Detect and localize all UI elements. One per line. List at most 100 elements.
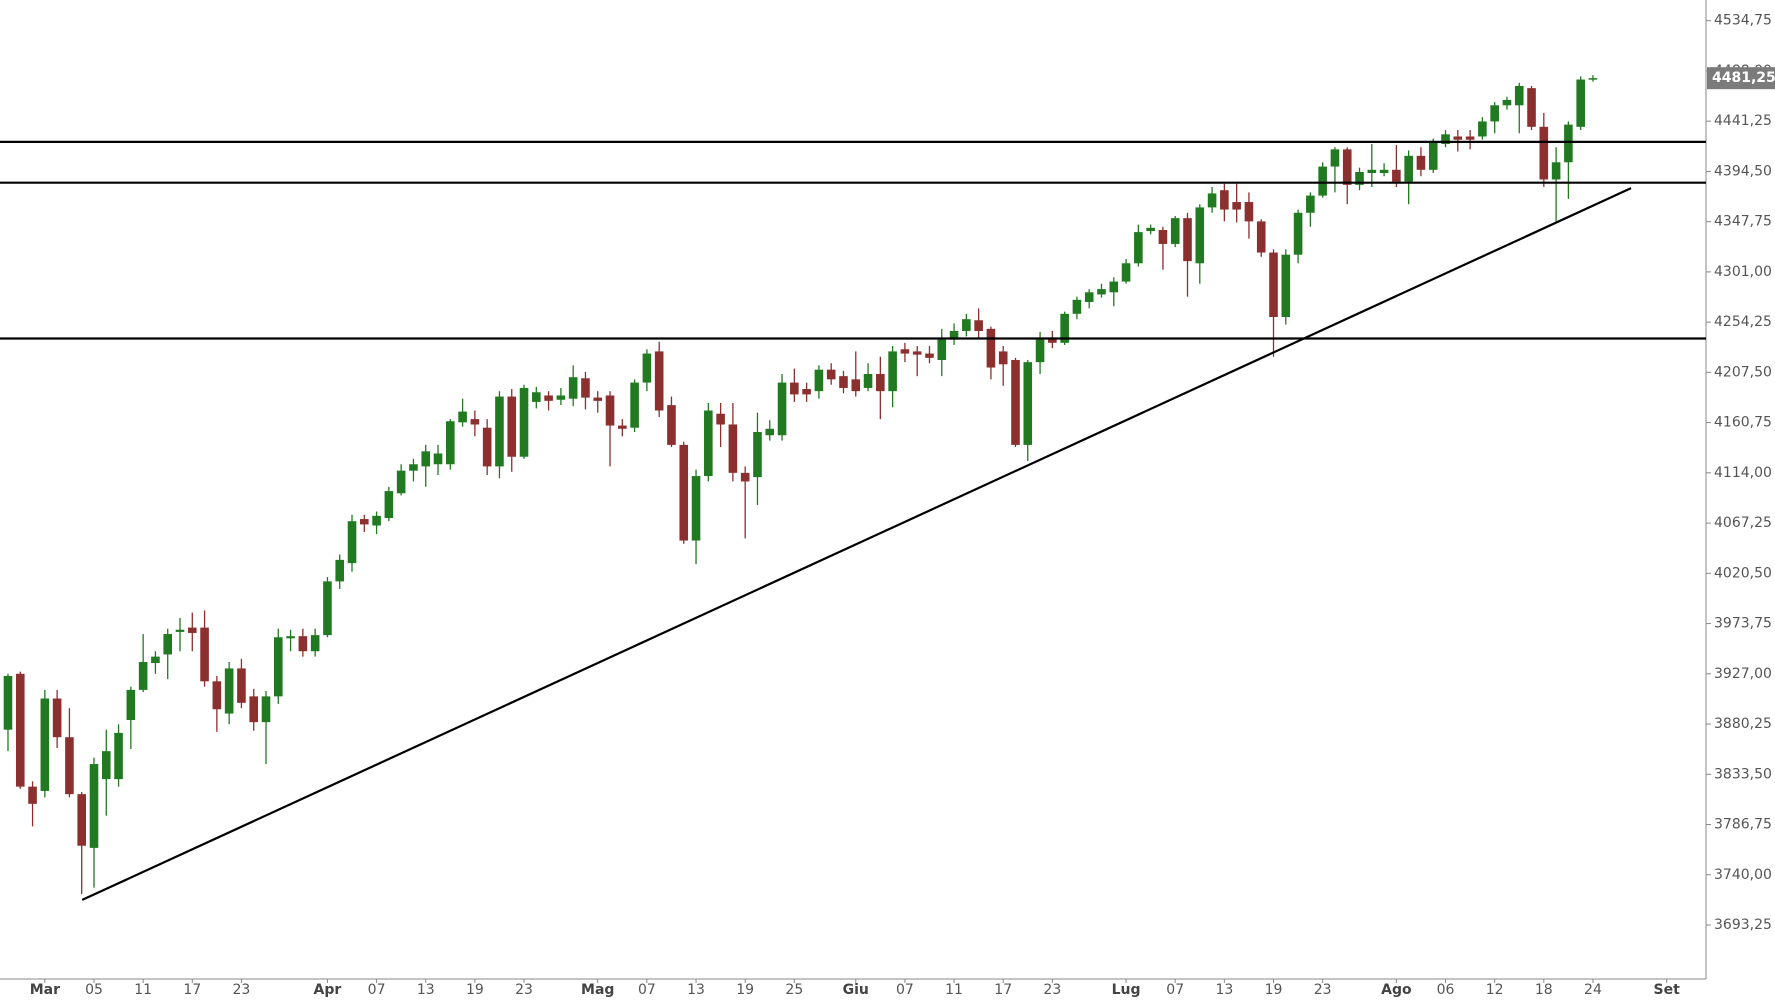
candle-body	[89, 764, 99, 848]
candle-body	[1048, 337, 1057, 343]
candle-body	[1207, 193, 1217, 208]
candle-body	[1011, 360, 1020, 445]
candle-body	[581, 378, 590, 398]
candle-body	[65, 737, 74, 795]
candle-body	[1121, 263, 1131, 282]
candle-body	[40, 698, 50, 791]
x-tick-label: Set	[1654, 982, 1681, 998]
candle-body	[15, 673, 25, 787]
x-tick-label: Mag	[581, 982, 614, 998]
candle-body	[753, 432, 762, 478]
candle-body	[642, 353, 652, 383]
candle-body	[1392, 169, 1401, 182]
candle-body	[1588, 78, 1598, 80]
candle-body	[839, 376, 848, 388]
x-tick-label: 24	[1584, 982, 1602, 998]
candle-body	[630, 382, 639, 428]
candle-body	[200, 627, 209, 682]
candle-body	[1576, 79, 1585, 127]
candle-body	[1539, 126, 1549, 180]
candle-body	[888, 351, 897, 392]
candle-body	[716, 413, 725, 425]
candle-body	[347, 521, 357, 564]
candle-body	[605, 395, 615, 426]
x-tick-label: 11	[134, 982, 152, 998]
candle-body	[446, 421, 455, 465]
candle-body	[458, 411, 467, 423]
candle-body	[925, 353, 934, 358]
candle-body	[138, 661, 148, 690]
y-tick-label: 3973,75	[1714, 616, 1772, 632]
price-tag-label: 4481,25	[1712, 70, 1775, 86]
x-tick-label: 18	[1535, 982, 1553, 998]
candle-body	[77, 794, 87, 846]
candle-body	[163, 634, 173, 655]
candle-body	[212, 681, 222, 710]
candle-body	[433, 453, 443, 465]
candle-body	[1256, 221, 1266, 253]
x-tick-label: 17	[994, 982, 1012, 998]
x-tick-label: Mar	[30, 982, 60, 998]
candle-body	[1097, 289, 1106, 295]
candle-body	[519, 387, 529, 457]
candle-body	[900, 349, 910, 354]
candle-body	[814, 369, 824, 392]
candle-body	[1232, 202, 1241, 210]
candle-body	[1109, 281, 1119, 293]
candle-body	[126, 689, 136, 721]
candle-body	[1072, 299, 1082, 314]
candle-body	[728, 424, 738, 473]
candle-body	[1404, 155, 1413, 182]
candle-body	[151, 656, 160, 664]
candle-body	[1355, 171, 1364, 185]
y-tick-label: 4254,25	[1714, 314, 1772, 330]
candle-body	[323, 581, 332, 636]
candle-body	[1564, 124, 1573, 163]
x-tick-label: 12	[1486, 982, 1504, 998]
candle-body	[765, 428, 775, 436]
candle-body	[790, 382, 799, 395]
candle-body	[359, 519, 369, 525]
candle-body	[1367, 169, 1377, 174]
candle-body	[1195, 207, 1205, 264]
x-tick-label: 07	[1166, 982, 1184, 998]
candle-body	[3, 675, 13, 730]
candle-body	[1269, 252, 1278, 318]
x-tick-label: 07	[638, 982, 656, 998]
candle-body	[507, 396, 517, 457]
candle-body	[593, 397, 603, 401]
x-tick-label: Giu	[843, 982, 869, 998]
candle-body	[495, 396, 504, 467]
candle-body	[249, 696, 259, 723]
candle-body	[667, 405, 676, 445]
candle-body	[409, 464, 418, 471]
candle-body	[1502, 99, 1512, 106]
x-tick-label: 23	[1314, 982, 1332, 998]
candle-body	[544, 395, 553, 401]
y-tick-label: 3740,00	[1714, 867, 1772, 883]
y-tick-label: 4441,25	[1714, 113, 1772, 129]
candle-body	[187, 627, 197, 633]
candle-body	[101, 751, 111, 780]
x-tick-label: Apr	[314, 982, 342, 998]
candle-body	[1379, 169, 1389, 174]
candle-body	[962, 319, 971, 331]
candle-body	[937, 339, 947, 361]
candle-body	[1527, 88, 1536, 127]
candle-body	[286, 636, 295, 639]
candle-body	[556, 395, 566, 400]
candle-body	[1146, 227, 1155, 232]
x-tick-label: 07	[368, 982, 386, 998]
x-tick-label: 11	[945, 982, 963, 998]
candle-body	[654, 351, 664, 411]
candle-body	[618, 425, 627, 429]
candle-body	[396, 470, 406, 494]
y-tick-label: 4394,50	[1714, 163, 1772, 179]
candle-body	[237, 668, 246, 703]
y-tick-label: 4067,25	[1714, 515, 1772, 531]
candle-body	[1465, 136, 1475, 140]
candle-body	[1183, 218, 1192, 262]
candle-body	[1551, 162, 1561, 180]
price-tag	[1707, 67, 1775, 90]
candle-body	[273, 637, 283, 697]
